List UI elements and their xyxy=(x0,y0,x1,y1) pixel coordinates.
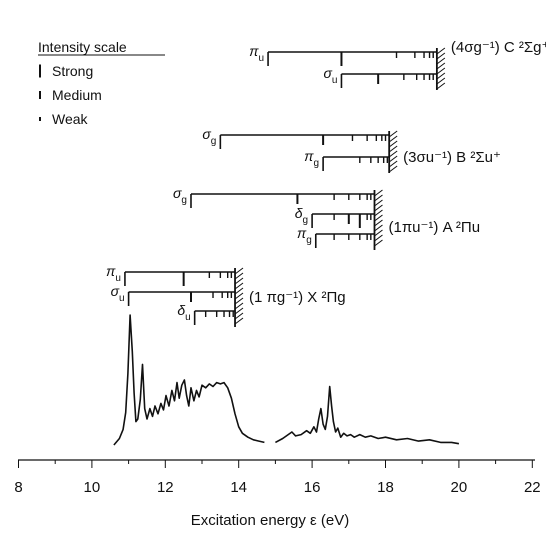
limit-hatch xyxy=(234,267,244,275)
limit-hatch xyxy=(234,282,244,290)
x-tick-label: 20 xyxy=(451,479,468,496)
progression-label: πg xyxy=(304,148,319,169)
limit-hatch xyxy=(374,209,383,217)
state-label: (4σg⁻¹) C ²Σg⁺ xyxy=(451,39,546,56)
limit-hatch xyxy=(436,72,446,80)
limit-hatch xyxy=(234,287,244,295)
limit-hatch xyxy=(374,229,383,237)
limit-hatch xyxy=(374,194,383,202)
limit-hatch xyxy=(388,145,398,153)
limit-hatch xyxy=(234,312,244,320)
state-group-2: σg πg (3σu⁻¹) B ²Σu⁺ xyxy=(202,126,501,173)
spectrum-series-2 xyxy=(275,385,460,445)
legend-entries: Strong Medium Weak xyxy=(39,63,102,127)
progression-label: σu xyxy=(323,65,337,86)
progression-label: δg xyxy=(295,205,308,226)
x-axis: 8 10 12 14 16 18 20 22 Excitation energy ε (eV) xyxy=(14,459,541,529)
x-tick-label: 16 xyxy=(304,479,321,496)
limit-hatch xyxy=(388,135,398,143)
limit-hatch xyxy=(374,204,383,212)
x-tick-label: 8 xyxy=(14,479,22,496)
x-ticks: 8 10 12 14 16 18 20 22 xyxy=(14,460,541,496)
limit-hatch xyxy=(436,82,446,90)
state-label: (1πu⁻¹) A ²Πu xyxy=(388,219,480,236)
limit-hatch xyxy=(234,272,244,280)
limit-hatch xyxy=(374,234,383,242)
progression-label: πu xyxy=(106,263,121,284)
x-tick-label: 10 xyxy=(84,479,101,496)
progression-label: πg xyxy=(297,225,312,246)
progression-label: σg xyxy=(202,126,216,147)
spectrum-plot xyxy=(113,314,460,446)
x-tick-label: 22 xyxy=(524,479,541,496)
limit-hatch xyxy=(388,165,398,173)
state-group-1: πu σu (4σg⁻¹) C ²Σg⁺ xyxy=(249,39,546,90)
limit-hatch xyxy=(436,67,446,75)
legend-title: Intensity scale xyxy=(38,39,127,55)
limit-hatch xyxy=(374,189,383,197)
limit-hatch xyxy=(388,140,398,148)
limit-hatch xyxy=(234,292,244,300)
progression-label: σg xyxy=(173,185,187,206)
limit-hatch xyxy=(436,57,446,65)
limit-hatch xyxy=(234,277,244,285)
state-label: (3σu⁻¹) B ²Σu⁺ xyxy=(403,149,501,166)
progression-label: δu xyxy=(177,302,190,323)
limit-hatch xyxy=(436,52,446,60)
limit-hatch xyxy=(388,150,398,158)
limit-hatch xyxy=(374,239,383,247)
legend-label-strong: Strong xyxy=(52,63,93,79)
limit-hatch xyxy=(436,47,446,55)
legend: Intensity scale Strong Medium Weak xyxy=(38,39,165,127)
x-axis-label: Excitation energy ε (eV) xyxy=(191,512,349,529)
limit-hatch xyxy=(388,155,398,163)
spectrum-series-1 xyxy=(113,314,265,446)
x-tick-label: 12 xyxy=(157,479,174,496)
x-tick-label: 14 xyxy=(230,479,247,496)
limit-hatch xyxy=(234,302,244,310)
state-label: (1 πg⁻¹) X ²Πg xyxy=(249,289,346,306)
x-tick-label: 18 xyxy=(377,479,394,496)
limit-hatch xyxy=(436,62,446,70)
limit-hatch xyxy=(436,77,446,85)
progression-label: πu xyxy=(249,43,264,64)
legend-label-medium: Medium xyxy=(52,87,102,103)
limit-hatch xyxy=(374,214,383,222)
limit-hatch xyxy=(374,199,383,207)
limit-hatch xyxy=(374,224,383,232)
limit-hatch xyxy=(374,219,383,227)
limit-hatch xyxy=(388,160,398,168)
limit-hatch xyxy=(234,307,244,315)
legend-label-weak: Weak xyxy=(52,111,89,127)
limit-hatch xyxy=(234,297,244,305)
limit-hatch xyxy=(234,317,244,325)
progression-label: σu xyxy=(111,283,125,304)
limit-hatch xyxy=(388,130,398,138)
